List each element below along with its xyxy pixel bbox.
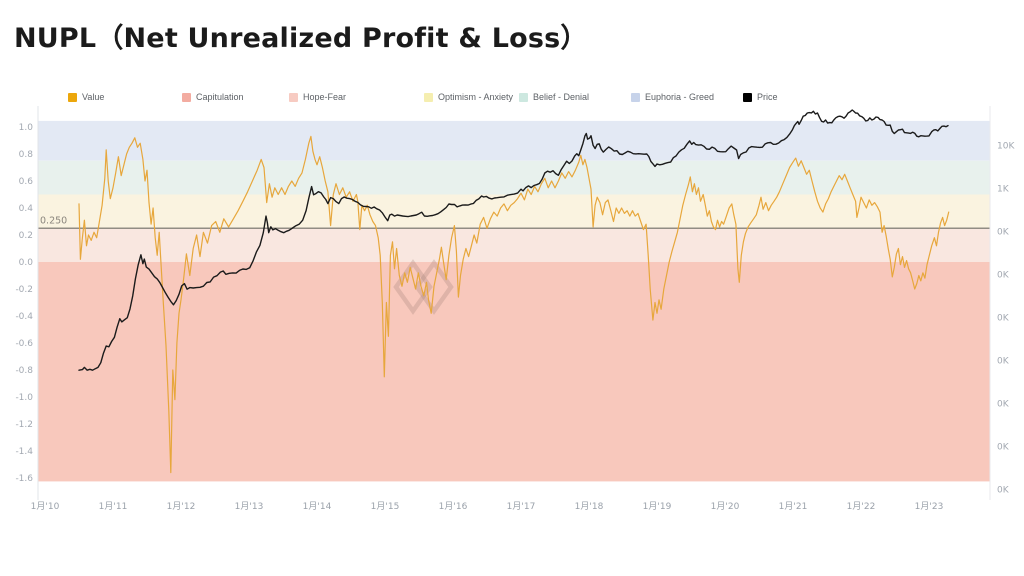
left-axis-tick: -1.6 xyxy=(15,474,33,484)
x-axis-tick: 1月'10 xyxy=(31,501,60,512)
left-axis-tick: 0.0 xyxy=(19,258,34,268)
left-axis-tick: -0.6 xyxy=(15,339,33,349)
legend-item-euphoria-greed[interactable]: Euphoria - Greed xyxy=(631,88,715,102)
x-axis-tick: 1月'15 xyxy=(371,501,400,512)
x-axis-tick: 1月'17 xyxy=(507,501,536,512)
x-axis-tick: 1月'11 xyxy=(99,501,128,512)
left-axis-tick: -1.0 xyxy=(15,393,33,403)
x-axis-tick: 1月'22 xyxy=(847,501,876,512)
right-axis-tick: 0K xyxy=(997,228,1010,238)
legend-label: Price xyxy=(757,92,778,102)
chart-legend: Value Capitulation Hope-Fear Optimism - Anx… xyxy=(0,88,1024,102)
legend-label: Capitulation xyxy=(196,92,244,102)
legend-label: Euphoria - Greed xyxy=(645,92,715,102)
x-axis-tick: 1月'18 xyxy=(575,501,604,512)
legend-item-hope-fear[interactable]: Hope-Fear xyxy=(289,88,347,102)
left-axis-tick: -0.2 xyxy=(15,285,33,295)
x-axis-tick: 1月'16 xyxy=(439,501,468,512)
right-axis-tick: 0K xyxy=(997,400,1010,410)
legend-item-capitulation[interactable]: Capitulation xyxy=(182,88,244,102)
left-axis-tick: 1.0 xyxy=(19,123,34,133)
legend-item-belief-denial[interactable]: Belief - Denial xyxy=(519,88,590,102)
legend-item-optimism-anxiety[interactable]: Optimism - Anxiety xyxy=(424,88,514,102)
x-axis-tick: 1月'12 xyxy=(167,501,196,512)
left-axis-tick: 0.2 xyxy=(19,231,33,241)
band-capitulation xyxy=(38,262,990,482)
band-hope-fear xyxy=(38,228,990,263)
x-axis-tick: 1月'23 xyxy=(915,501,944,512)
left-axis-tick: -0.4 xyxy=(15,312,33,322)
right-axis-tick: 0K xyxy=(997,357,1010,367)
legend-swatch-icon xyxy=(68,93,77,102)
legend-item-value[interactable]: Value xyxy=(68,88,105,102)
legend-item-price[interactable]: Price xyxy=(743,88,778,102)
diamond-logo-watermark xyxy=(414,259,454,315)
series-price-line xyxy=(78,109,949,371)
diamond-logo-watermark xyxy=(393,259,433,315)
legend-label: Belief - Denial xyxy=(533,92,590,102)
band-optimism-anxiety xyxy=(38,194,990,229)
legend-swatch-icon xyxy=(289,93,298,102)
legend-swatch-icon xyxy=(631,93,640,102)
left-axis-tick: -1.2 xyxy=(15,420,33,430)
right-axis-tick: 0K xyxy=(997,271,1010,281)
x-axis-tick: 1月'14 xyxy=(303,501,332,512)
legend-swatch-icon xyxy=(182,93,191,102)
band-belief-denial xyxy=(38,160,990,195)
legend-swatch-icon xyxy=(519,93,528,102)
x-axis-tick: 1月'13 xyxy=(235,501,264,512)
left-axis-tick: -0.8 xyxy=(15,366,33,376)
right-axis-tick: 0K xyxy=(997,443,1010,453)
right-axis-tick: 10K xyxy=(997,142,1015,152)
left-axis-tick: 0.6 xyxy=(19,177,34,187)
left-axis-tick: -1.4 xyxy=(15,447,33,457)
x-axis-tick: 1月'20 xyxy=(711,501,740,512)
legend-swatch-icon xyxy=(743,93,752,102)
page-title: NUPL（Net Unrealized Profit & Loss） xyxy=(14,23,588,54)
legend-label: Hope-Fear xyxy=(303,92,347,102)
band-euphoria-greed xyxy=(38,120,990,161)
x-axis-tick: 1月'21 xyxy=(779,501,808,512)
left-axis-tick: 0.4 xyxy=(19,204,34,214)
legend-label: Optimism - Anxiety xyxy=(438,92,514,102)
legend-swatch-icon xyxy=(424,93,433,102)
right-axis-tick: 0K xyxy=(997,486,1010,496)
legend-label: Value xyxy=(82,92,105,102)
series-value-line xyxy=(78,135,950,474)
x-axis-tick: 1月'19 xyxy=(643,501,672,512)
right-axis-tick: 1K xyxy=(997,185,1010,195)
reference-line-label: 0.250 xyxy=(40,215,67,226)
right-axis-tick: 0K xyxy=(997,314,1010,324)
left-axis-tick: 0.8 xyxy=(19,150,34,160)
